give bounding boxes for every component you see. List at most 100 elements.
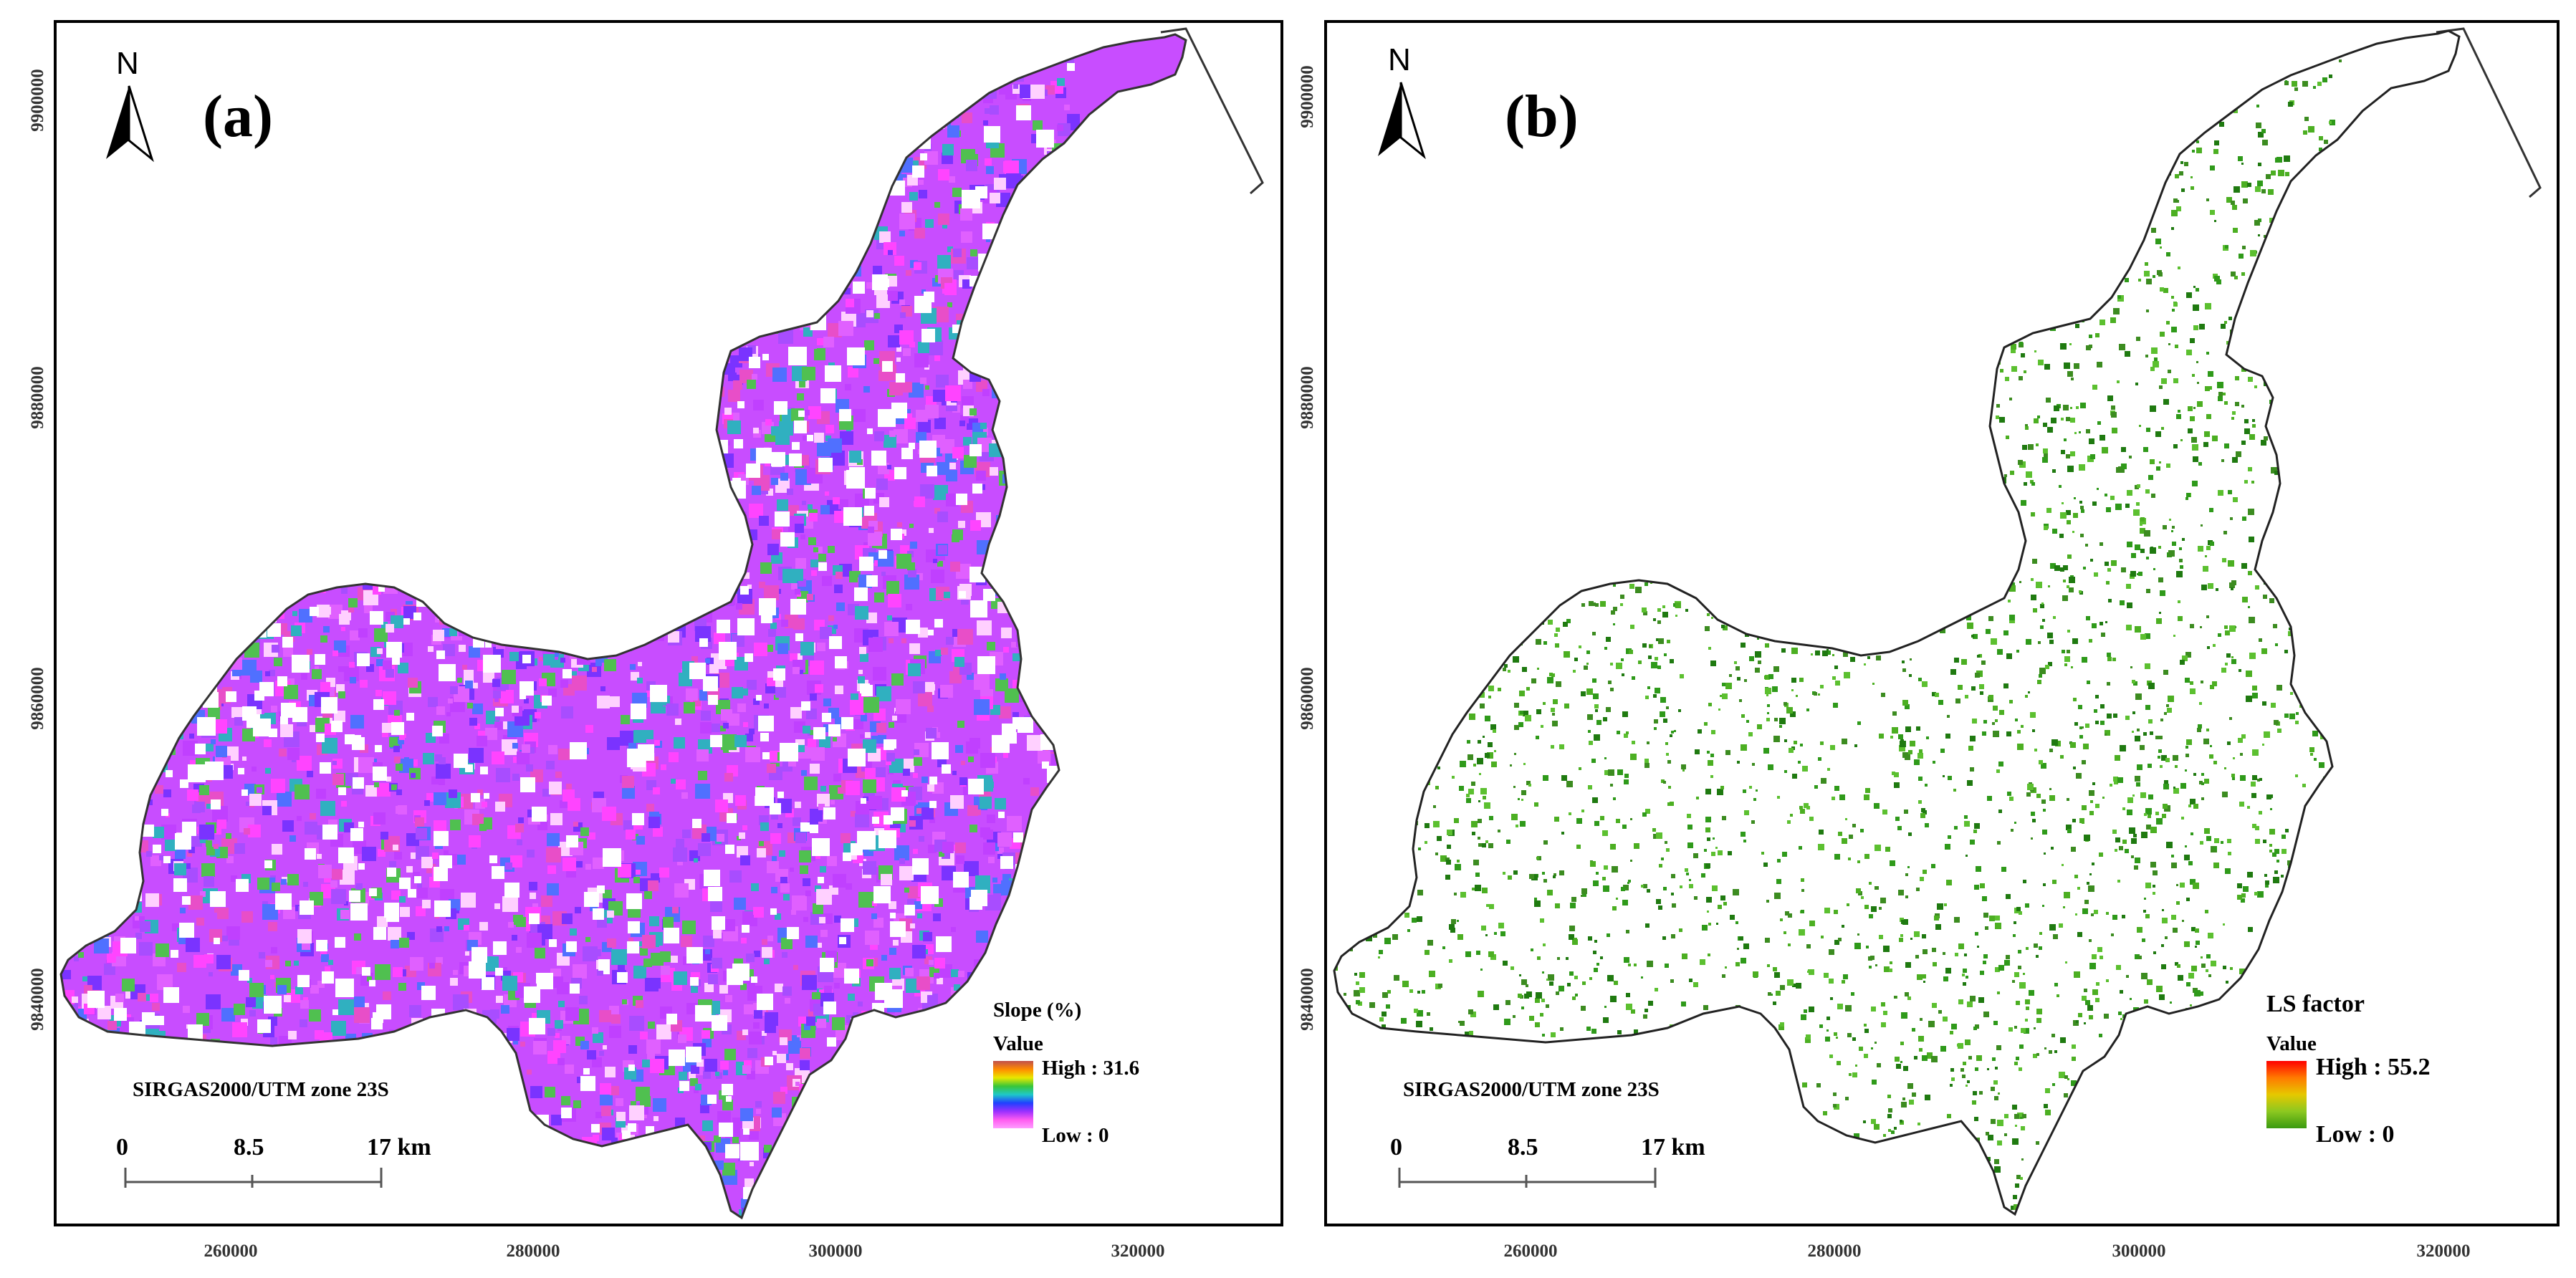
slope-cell (484, 956, 499, 971)
slope-cell (265, 671, 270, 676)
slope-cell (428, 697, 438, 707)
slope-cell (903, 348, 911, 356)
slope-cell (860, 653, 868, 662)
slope-cell (416, 906, 426, 916)
slope-cell (292, 611, 297, 616)
slope-cell (566, 784, 572, 789)
slope-cell (797, 393, 804, 400)
slope-cell (550, 813, 562, 825)
slope-cell (271, 779, 285, 793)
slope-cell (889, 638, 894, 643)
slope-cell (741, 688, 748, 696)
slope-cell (396, 764, 403, 771)
slope-cell (653, 1116, 659, 1121)
slope-cell (338, 666, 344, 672)
slope-cell (949, 176, 955, 183)
slope-cell (909, 643, 920, 654)
slope-cell (547, 865, 556, 874)
slope-cell (623, 820, 633, 830)
slope-cell (846, 428, 851, 433)
slope-cell (404, 757, 409, 762)
slope-cell (269, 670, 275, 676)
slope-cell (828, 615, 834, 621)
slope-cell (190, 760, 198, 768)
slope-cell (378, 849, 386, 857)
slope-cell (139, 942, 153, 956)
slope-cell (249, 1010, 256, 1017)
slope-cell (547, 1051, 560, 1064)
slope-cell (152, 1003, 160, 1011)
slope-cell (501, 967, 507, 974)
slope-cell (937, 255, 951, 269)
slope-cell (818, 554, 826, 562)
slope-cell (350, 630, 360, 640)
slope-cell (231, 707, 242, 718)
slope-cell (377, 916, 388, 927)
slope-cell (786, 1063, 793, 1070)
slope-cell (924, 956, 932, 964)
slope-cell (428, 646, 434, 652)
panel-a: N (a) Slope (%) Value High : 31.6 Low : … (28, 20, 1283, 1261)
slope-cell (937, 978, 943, 984)
slope-cell (1000, 673, 1006, 680)
slope-cell (601, 1106, 611, 1116)
slope-cell (394, 756, 401, 763)
slope-cell (513, 1039, 518, 1044)
slope-cell (677, 860, 683, 865)
slope-cell (909, 524, 914, 528)
slope-cell (896, 357, 901, 362)
slope-cell (539, 678, 547, 686)
slope-cell (530, 893, 536, 899)
slope-cell (189, 734, 194, 739)
slope-cell (810, 559, 818, 567)
slope-cell (479, 922, 488, 931)
slope-cell (374, 628, 388, 642)
slope-cell (772, 1051, 777, 1055)
slope-cell (389, 737, 399, 747)
slope-cell (188, 847, 195, 853)
slope-cell (681, 936, 692, 947)
slope-cell (406, 866, 413, 873)
slope-cell (453, 994, 469, 1010)
slope-cell (411, 852, 417, 859)
slope-cell (810, 764, 820, 774)
slope-cell (933, 485, 948, 500)
slope-cell (743, 572, 750, 579)
slope-cell (775, 687, 786, 698)
slope-cell (717, 834, 724, 842)
slope-cell (221, 1008, 235, 1022)
slope-cell (833, 774, 841, 782)
slope-cell (740, 855, 750, 865)
slope-cell (777, 499, 788, 511)
slope-cell (649, 916, 659, 926)
slope-cell (388, 927, 401, 941)
slope-cell (951, 987, 959, 995)
slope-cell (700, 722, 712, 734)
slope-cell (443, 644, 455, 656)
slope-cell (373, 759, 377, 763)
slope-cell (277, 792, 292, 807)
slope-cell (1012, 712, 1019, 719)
slope-cell (793, 618, 805, 630)
slope-cell (600, 1092, 613, 1105)
slope-cell (866, 612, 877, 623)
slope-cell (909, 383, 924, 398)
slope-cell (459, 645, 466, 652)
slope-cell (816, 547, 823, 553)
slope-cell (653, 827, 663, 837)
slope-cell (946, 470, 957, 481)
slope-cell (811, 747, 825, 761)
slope-cell (963, 437, 972, 446)
slope-cell (610, 1086, 619, 1095)
map-extent-line-a (1160, 27, 1264, 195)
slope-cell (299, 609, 312, 623)
slope-cell (889, 901, 896, 909)
slope-cell (766, 489, 773, 496)
slope-cell (572, 671, 577, 676)
slope-cell (367, 976, 372, 981)
slope-cell (215, 828, 221, 835)
slope-cell (288, 678, 295, 685)
slope-cell (701, 711, 711, 721)
slope-cell (820, 930, 828, 937)
slope-cell (719, 985, 728, 994)
